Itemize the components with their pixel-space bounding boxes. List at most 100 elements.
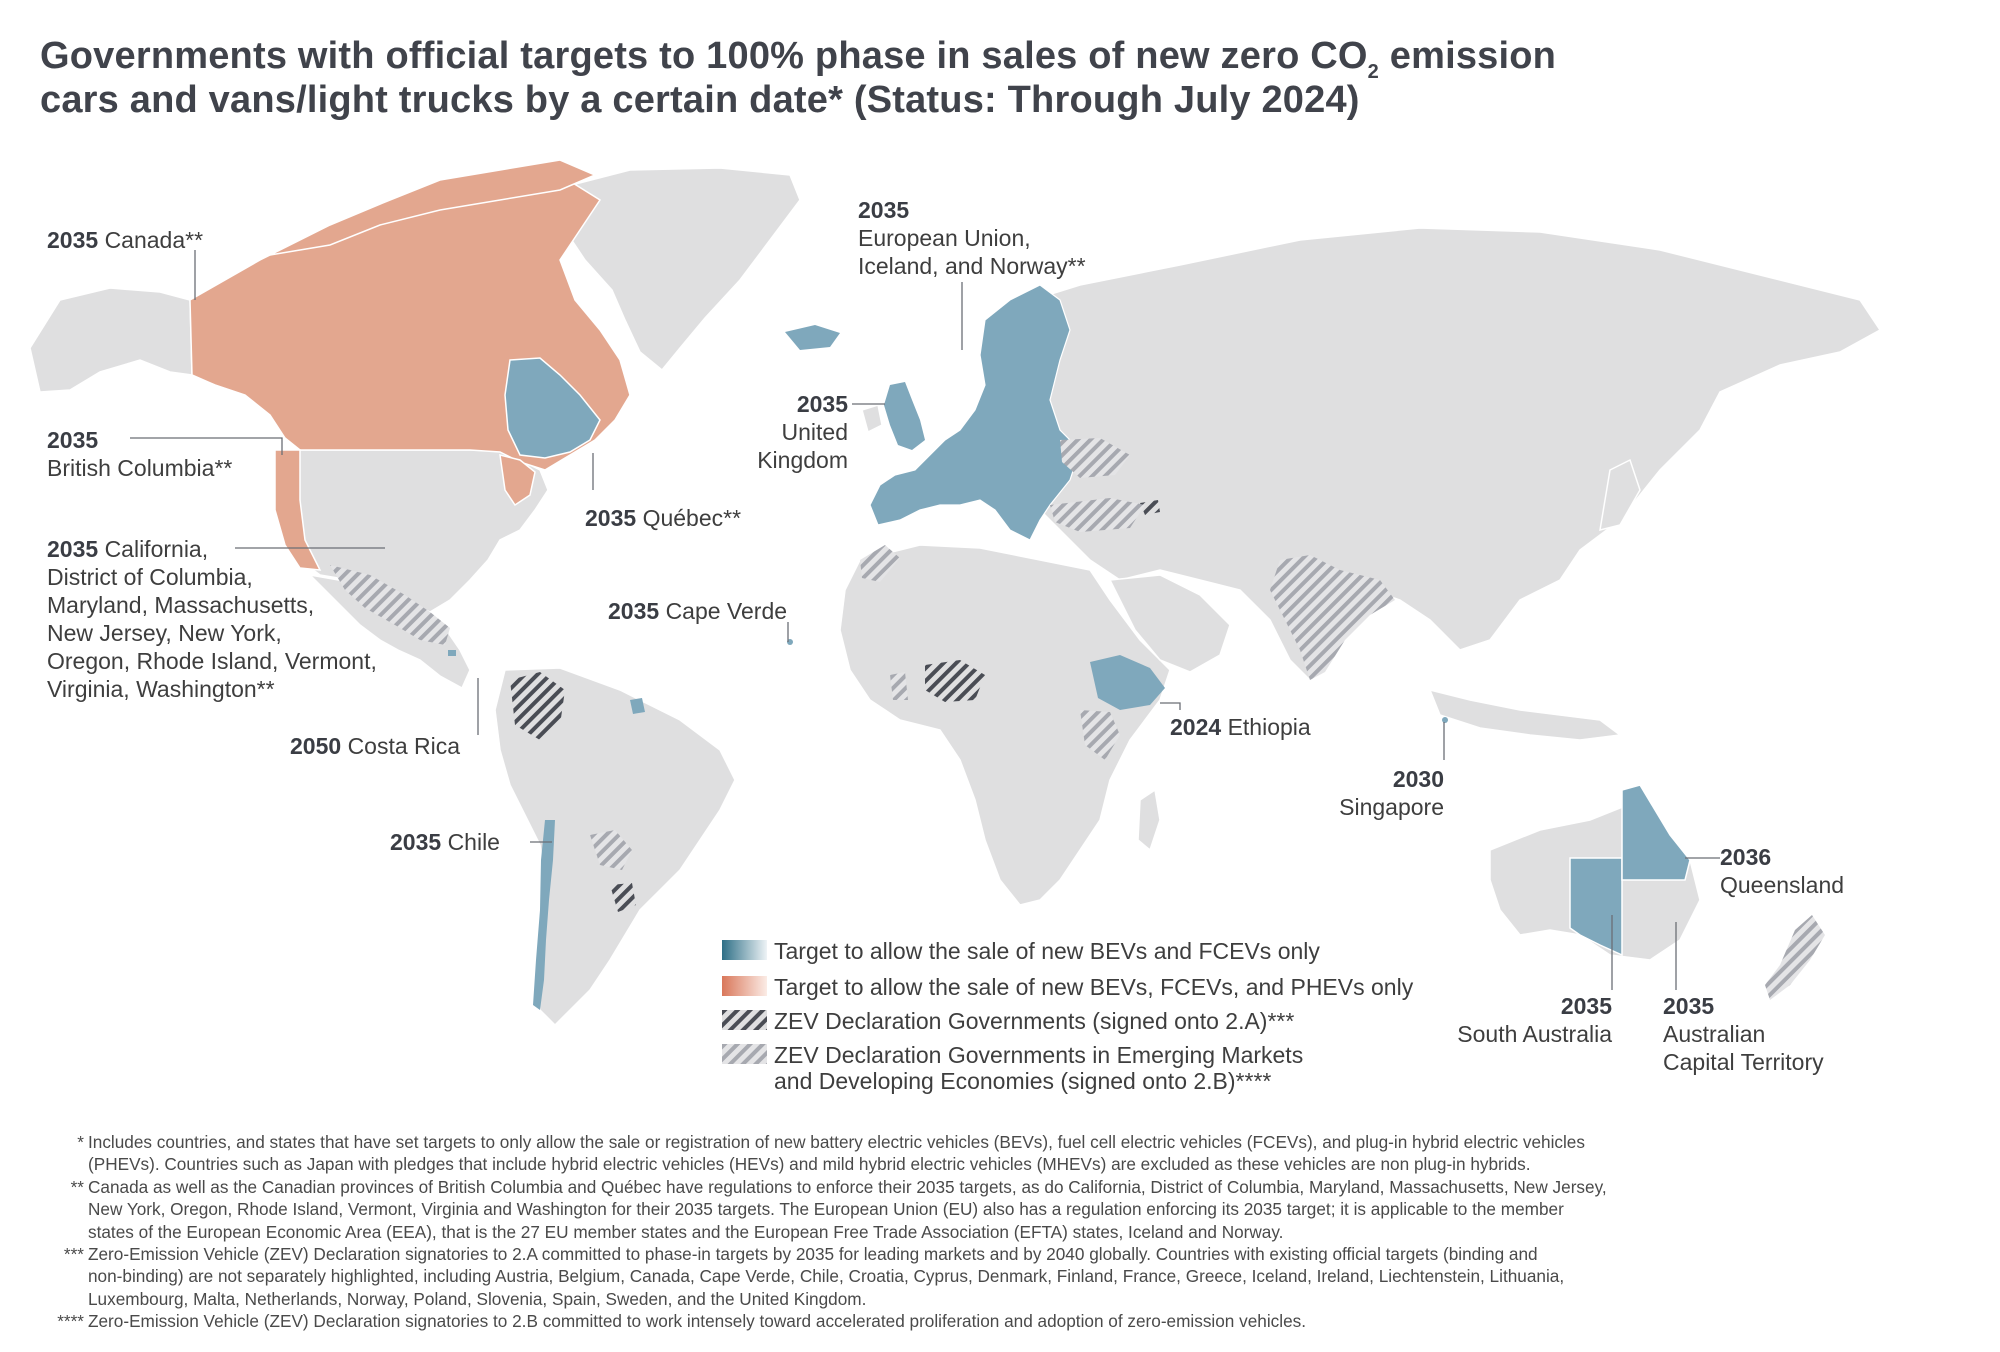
legend-swatch-blue: [722, 940, 767, 960]
paraguay-uruguay-hatch-2a: [610, 883, 636, 912]
title-line-1: Governments with official targets to 100…: [40, 34, 1740, 82]
label-ethiopia: 2024 Ethiopia: [1170, 713, 1311, 741]
label-uk-year: 2035: [796, 391, 848, 417]
footnote-line: Zero-Emission Vehicle (ZEV) Declaration …: [88, 1311, 1307, 1332]
label-eu-line: Iceland, and Norway**: [858, 253, 1086, 279]
legend-label-line-1: ZEV Declaration Governments in Emerging …: [774, 1042, 1304, 1068]
label-canada-year: 2035: [47, 227, 99, 253]
label-california-line: Virginia, Washington**: [47, 676, 275, 702]
label-queensland: 2036 Queensland: [1720, 843, 1844, 899]
new-zealand-hatch-2b: [1765, 915, 1825, 1000]
label-costa-rica-text: Costa Rica: [347, 733, 461, 759]
legend-swatch-dark-hatch: [722, 1010, 767, 1030]
label-british-columbia: 2035 British Columbia**: [47, 426, 232, 482]
canada-arctic-islands: [269, 159, 597, 256]
label-south-australia-year: 2035: [1560, 993, 1612, 1019]
ukraine-hatch-2b: [1060, 438, 1130, 478]
legend-swatch-light-hatch: [722, 1044, 767, 1064]
alaska-shape: [29, 287, 193, 393]
label-ethiopia-text: Ethiopia: [1227, 714, 1311, 740]
argentina-hatch-2b: [590, 830, 632, 870]
label-eu-line: European Union,: [858, 225, 1031, 251]
leader-lines: [130, 250, 1720, 990]
us-east-coast-states: [499, 454, 536, 507]
footnote: **** Zero-Emission Vehicle (ZEV) Declara…: [57, 1310, 1908, 1332]
label-quebec-year: 2035: [585, 505, 637, 531]
footnotes: * Includes countries, and states that ha…: [57, 1131, 1908, 1333]
footnote-line: New York, Oregon, Rhode Island, Vermont,…: [88, 1199, 1564, 1220]
footnote-mark: **: [70, 1176, 84, 1197]
chile-region: [533, 820, 555, 1010]
ethiopia-leader: [1160, 702, 1181, 710]
caucasus-hatch-2a: [1140, 500, 1160, 515]
label-quebec: 2035 Québec**: [585, 504, 741, 532]
madagascar-shape: [1137, 788, 1161, 852]
label-uk-line: Kingdom: [757, 447, 848, 473]
south-australia-region: [1569, 857, 1623, 957]
label-chile: 2035 Chile: [390, 828, 500, 856]
label-queensland-year: 2036: [1720, 844, 1772, 870]
label-california-line: Maryland, Massachusetts,: [47, 592, 315, 618]
footnote: * Includes countries, and states that ha…: [68, 1131, 1908, 1176]
label-california-line: Oregon, Rhode Island, Vermont,: [47, 648, 377, 674]
footnote-mark: ****: [57, 1311, 84, 1332]
footnote-line: (PHEVs). Countries such as Japan with pl…: [88, 1154, 1531, 1175]
footnote-line: states of the European Economic Area (EE…: [88, 1221, 1284, 1242]
ethiopia-region: [1090, 655, 1165, 710]
land-base: [29, 167, 1882, 1027]
west-africa-hatch-2b: [890, 672, 908, 700]
us-west-coast-states: [274, 449, 322, 571]
footnote-line: Canada as well as the Canadian provinces…: [88, 1176, 1607, 1197]
label-eu-year: 2035: [858, 197, 910, 223]
label-singapore-year: 2030: [1392, 766, 1444, 792]
label-act-line: Capital Territory: [1663, 1049, 1824, 1075]
footnote-mark: ***: [63, 1244, 84, 1265]
quebec-region: [504, 357, 601, 459]
footnote: ** Canada as well as the Canadian provin…: [68, 1176, 1908, 1243]
label-california-line: District of Columbia,: [47, 564, 253, 590]
japan-shape: [1599, 458, 1641, 532]
costa-rica-marker: [448, 650, 456, 656]
label-act-line: Australian: [1663, 1021, 1766, 1047]
singapore-marker: [1442, 717, 1448, 723]
world-map: [29, 159, 1882, 1027]
label-queensland-text: Queensland: [1720, 872, 1845, 898]
ireland-shape: [861, 404, 883, 434]
footnote-mark: *: [77, 1132, 84, 1152]
label-costa-rica: 2050 Costa Rica: [290, 732, 460, 760]
kenya-hatch-2b: [1080, 710, 1120, 760]
legend-label: ZEV Declaration Governments in Emerging …: [774, 1042, 1303, 1094]
footnote-line: non-binding) are not separately highligh…: [88, 1266, 1565, 1287]
legend-label-line-2: and Developing Economies (signed onto 2.…: [774, 1068, 1272, 1094]
title-text-b: emission: [1378, 35, 1557, 77]
eurasia-shape: [989, 227, 1882, 682]
label-act: 2035 Australian Capital Territory: [1663, 992, 1824, 1076]
label-act-year: 2035: [1663, 993, 1715, 1019]
label-uk: 2035 United Kingdom: [742, 390, 848, 474]
label-eu: 2035 European Union, Iceland, and Norway…: [858, 196, 1086, 280]
bc-leader: [130, 437, 283, 455]
label-california-line: California,: [104, 536, 209, 562]
indonesia-shape: [1428, 688, 1622, 741]
india-hatch-2b: [1270, 555, 1395, 680]
title-text-a: Governments with official targets to 100…: [40, 35, 1368, 77]
mexico-hatch-2b: [330, 565, 450, 645]
label-bc-year: 2035: [47, 427, 99, 453]
french-guiana-region: [630, 698, 645, 714]
label-singapore-text: Singapore: [1339, 794, 1444, 820]
label-bc-text: British Columbia**: [47, 455, 233, 481]
label-singapore: 2030 Singapore: [1330, 765, 1444, 821]
legend-label: Target to allow the sale of new BEVs, FC…: [774, 974, 1414, 1000]
legend-swatch-orange: [722, 976, 767, 996]
footnote-line: Luxembourg, Malta, Netherlands, Norway, …: [88, 1288, 867, 1309]
footnote: *** Zero-Emission Vehicle (ZEV) Declarat…: [64, 1243, 1908, 1310]
label-cape-verde-text: Cape Verde: [665, 598, 788, 624]
label-south-australia: 2035 South Australia: [1436, 992, 1612, 1048]
morocco-hatch-2b: [860, 545, 900, 582]
uk-region: [884, 382, 925, 450]
label-california-group: 2035 California, District of Columbia, M…: [47, 535, 377, 703]
label-ethiopia-year: 2024: [1170, 714, 1222, 740]
turkey-hatch-2b: [1050, 498, 1145, 532]
footnote-line: Zero-Emission Vehicle (ZEV) Declaration …: [88, 1244, 1538, 1265]
title-subscript: 2: [1367, 61, 1379, 83]
